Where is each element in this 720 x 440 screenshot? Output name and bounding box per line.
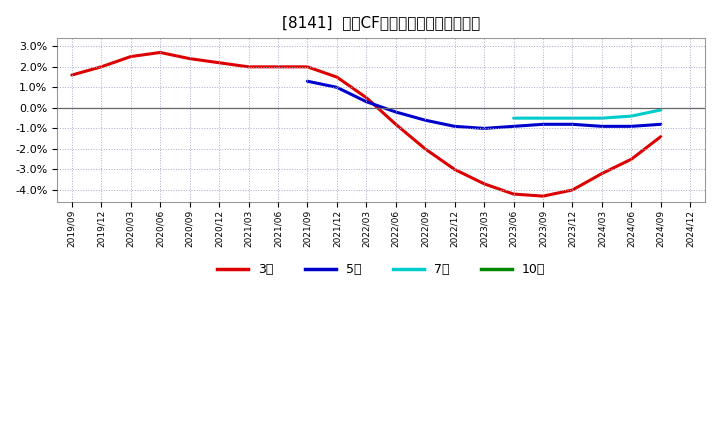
Title: [8141]  営業CFマージンの平均値の推移: [8141] 営業CFマージンの平均値の推移: [282, 15, 480, 30]
Legend: 3年, 5年, 7年, 10年: 3年, 5年, 7年, 10年: [212, 258, 550, 282]
